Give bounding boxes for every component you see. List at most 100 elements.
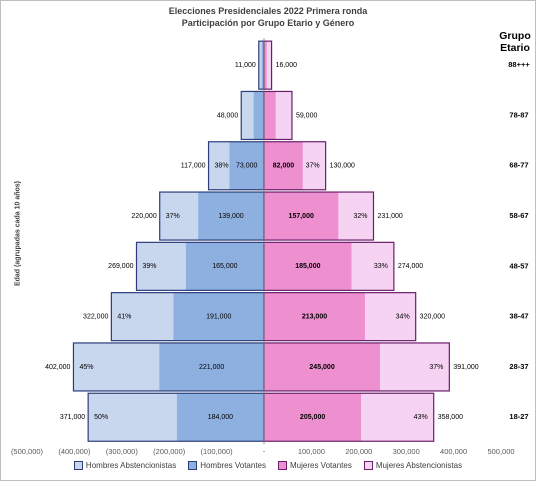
label-mujeres-votantes: 245,000 (309, 364, 334, 371)
category-axis-title: Grupo Etario (499, 30, 531, 54)
x-tick-label: 100,000 (298, 447, 325, 456)
legend-label: Mujeres Abstencionistas (375, 461, 463, 470)
label-hombres-abstencionistas: 322,000 (83, 313, 108, 320)
bar-hombres-abstencionistas (73, 342, 160, 391)
bar-mujeres-votantes (264, 192, 339, 241)
percent-mujeres-abstencionistas: 33% (374, 263, 388, 270)
bar-mujeres-votantes (264, 342, 381, 391)
bar-mujeres-abstencionistas (338, 192, 374, 241)
legend: Hombres Abstencionistas Hombres Votantes… (0, 461, 536, 470)
percent-mujeres-abstencionistas: 37% (429, 364, 443, 371)
bar-mujeres-abstencionistas (380, 342, 450, 391)
label-mujeres-abstencionistas: 320,000 (420, 313, 445, 320)
percent-hombres-abstencionistas: 50% (94, 414, 108, 421)
legend-swatch (188, 461, 198, 470)
bar-hombres-votantes (176, 393, 264, 442)
bar-mujeres-abstencionistas (364, 292, 416, 341)
x-tick-label: (400,000) (58, 447, 91, 456)
percent-hombres-abstencionistas: 45% (79, 364, 93, 371)
label-mujeres-votantes: 205,000 (300, 414, 325, 421)
bar-mujeres-abstencionistas (302, 141, 326, 190)
percent-mujeres-abstencionistas: 34% (396, 313, 410, 320)
label-mujeres-abstencionistas: 231,000 (377, 213, 402, 220)
category-label: 18-27 (509, 412, 528, 421)
chart-subtitle: Participación por Grupo Etario y Género (181, 18, 355, 28)
category-label: 28-37 (509, 362, 528, 371)
percent-hombres-abstencionistas: 38% (215, 163, 229, 170)
x-tick-label: (200,000) (153, 447, 186, 456)
label-hombres-abstencionistas: 117,000 (181, 163, 206, 170)
percent-mujeres-abstencionistas: 32% (353, 213, 367, 220)
label-mujeres-abstencionistas: 274,000 (398, 263, 423, 270)
label-hombres-votantes: 184,000 (208, 414, 233, 421)
label-hombres-abstencionistas: 371,000 (60, 414, 85, 421)
legend-item-mujeres-votantes: Mujeres Votantes (278, 461, 352, 470)
label-mujeres-abstencionistas: 358,000 (438, 414, 463, 421)
bar-mujeres-votantes (264, 393, 362, 442)
legend-swatch (73, 461, 83, 470)
bar-mujeres-votantes (264, 91, 276, 140)
label-mujeres-abstencionistas: 391,000 (453, 364, 478, 371)
label-hombres-votantes: 165,000 (212, 263, 237, 270)
bar-mujeres-abstencionistas (351, 242, 394, 291)
bar-hombres-abstencionistas (159, 192, 199, 241)
legend-label: Mujeres Votantes (290, 461, 352, 470)
bar-mujeres-votantes (264, 141, 303, 190)
legend-item-hombres-abstencionistas: Hombres Abstencionistas (73, 461, 177, 470)
bar-hombres-votantes (159, 342, 264, 391)
bar-mujeres-votantes (264, 41, 267, 90)
label-hombres-votantes: 139,000 (218, 213, 243, 220)
percent-hombres-abstencionistas: 39% (142, 263, 156, 270)
legend-item-mujeres-abstencionistas: Mujeres Abstencionistas (363, 461, 463, 470)
percent-hombres-abstencionistas: 37% (166, 213, 180, 220)
label-mujeres-votantes: 82,000 (273, 163, 295, 170)
percent-mujeres-abstencionistas: 43% (414, 414, 428, 421)
category-label: 38-47 (509, 312, 528, 321)
label-mujeres-abstencionistas: 59,000 (296, 112, 318, 119)
label-hombres-votantes: 221,000 (199, 364, 224, 371)
percent-mujeres-abstencionistas: 37% (306, 163, 320, 170)
category-label: 68-77 (509, 161, 528, 170)
category-label: 58-67 (509, 211, 528, 220)
bar-hombres-abstencionistas (136, 242, 186, 291)
x-tick-label: (300,000) (106, 447, 139, 456)
bar-hombres-abstencionistas (241, 91, 254, 140)
label-hombres-abstencionistas: 220,000 (131, 213, 156, 220)
label-mujeres-votantes: 185,000 (295, 263, 320, 270)
label-hombres-abstencionistas: 11,000 (235, 62, 256, 69)
legend-swatch (278, 461, 287, 470)
label-hombres-votantes: 191,000 (206, 313, 231, 320)
x-tick-label: 400,000 (440, 447, 467, 456)
bar-hombres-votantes (173, 292, 264, 341)
bar-mujeres-votantes (264, 292, 365, 341)
bar-hombres-abstencionistas (111, 292, 174, 341)
x-tick-label: 500,000 (487, 447, 514, 456)
label-hombres-abstencionistas: 269,000 (108, 263, 133, 270)
bar-mujeres-abstencionistas (275, 91, 292, 140)
bar-hombres-votantes (261, 41, 264, 90)
label-mujeres-abstencionistas: 130,000 (330, 163, 355, 170)
bar-hombres-abstencionistas (258, 41, 262, 90)
legend-label: Hombres Votantes (200, 461, 266, 470)
category-label: 88+++ (508, 60, 530, 69)
bar-hombres-votantes (229, 141, 264, 190)
bar-mujeres-abstencionistas (361, 393, 434, 442)
label-mujeres-votantes: 213,000 (302, 313, 327, 320)
bar-hombres-votantes (253, 91, 264, 140)
category-label: 48-57 (509, 261, 528, 270)
category-label: 78-87 (509, 110, 528, 119)
legend-item-hombres-votantes: Hombres Votantes (188, 461, 266, 470)
legend-label: Hombres Abstencionistas (85, 461, 177, 470)
percent-hombres-abstencionistas: 41% (117, 313, 131, 320)
x-tick-label: - (263, 447, 266, 456)
x-tick-label: 200,000 (345, 447, 372, 456)
bar-hombres-abstencionistas (88, 393, 177, 442)
bar-hombres-votantes (185, 242, 264, 291)
label-mujeres-abstencionistas: 16,000 (276, 62, 298, 69)
bar-mujeres-votantes (264, 242, 352, 291)
label-hombres-votantes: 73,000 (236, 163, 258, 170)
bar-mujeres-abstencionistas (266, 41, 272, 90)
x-tick-label: 300,000 (393, 447, 420, 456)
chart-title: Elecciones Presidenciales 2022 Primera r… (168, 6, 368, 16)
